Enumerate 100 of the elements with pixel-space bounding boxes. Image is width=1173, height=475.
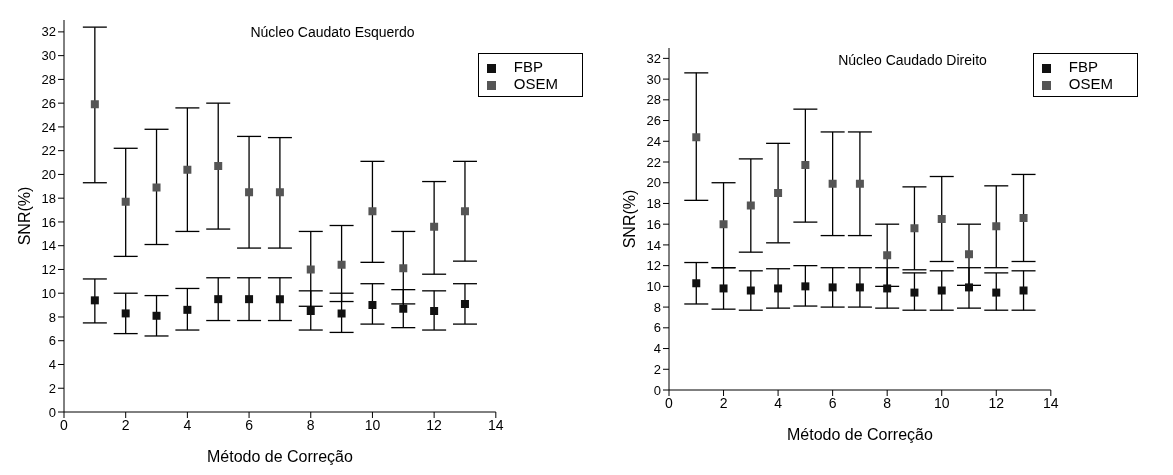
point (430, 222, 439, 231)
x-tick-label: 14 (1043, 394, 1059, 411)
point (245, 188, 254, 197)
x-tick-label: 6 (245, 416, 254, 433)
x-tick-label: 2 (121, 416, 130, 433)
point (883, 284, 892, 293)
point (214, 295, 223, 304)
point (828, 283, 837, 292)
point (692, 133, 701, 142)
point (746, 286, 755, 295)
point (90, 296, 99, 305)
point (90, 100, 99, 109)
x-tick-label: 0 (665, 394, 674, 411)
y-tick-label: 6 (653, 320, 661, 336)
y-tick-label: 30 (41, 48, 56, 64)
point (152, 311, 161, 320)
point (937, 286, 946, 295)
point (692, 279, 701, 288)
point (121, 197, 130, 206)
x-tick-label: 10 (364, 416, 381, 433)
point (746, 201, 755, 210)
point (855, 283, 864, 292)
y-tick-label: 6 (48, 333, 56, 349)
point (992, 288, 1001, 297)
legend-label: OSEM (1068, 75, 1113, 92)
point (430, 307, 439, 316)
y-tick-label: 4 (48, 357, 56, 373)
point (774, 284, 783, 293)
y-axis-title: SNR(%) (15, 186, 33, 246)
x-tick-label: 4 (774, 394, 783, 411)
y-tick-label: 32 (41, 24, 56, 40)
point (368, 207, 377, 216)
y-tick-label: 28 (646, 92, 661, 108)
point (275, 295, 284, 304)
point (719, 220, 728, 229)
point (337, 309, 346, 318)
y-tick-label: 30 (646, 71, 661, 87)
point (965, 250, 973, 259)
y-tick-label: 14 (646, 237, 661, 253)
point (774, 189, 783, 198)
point (183, 305, 192, 314)
x-axis-title: Método de Correção (206, 448, 353, 465)
y-tick-label: 4 (653, 341, 661, 357)
x-axis-title: Método de Correção (786, 426, 933, 443)
point (460, 207, 469, 216)
point (121, 309, 130, 318)
x-tick-label: 8 (306, 416, 315, 433)
x-tick-label: 12 (426, 416, 443, 433)
point (460, 299, 469, 308)
x-tick-label: 4 (183, 416, 192, 433)
y-tick-label: 10 (41, 285, 56, 301)
point (337, 260, 346, 269)
y-tick-label: 14 (41, 238, 56, 254)
y-tick-label: 22 (646, 154, 661, 170)
y-tick-label: 24 (646, 133, 661, 149)
y-tick-label: 16 (41, 214, 56, 230)
x-tick-label: 14 (488, 416, 504, 433)
y-tick-label: 24 (41, 119, 56, 135)
chart-title: Núcleo Caudato Esquerdo (249, 24, 416, 40)
y-tick-label: 8 (48, 309, 56, 325)
point (965, 283, 973, 292)
y-tick-label: 8 (653, 299, 661, 315)
point (306, 307, 315, 316)
chart-title: Núcleo Caudado Direito (838, 52, 987, 68)
x-tick-label: 6 (828, 394, 837, 411)
y-tick-label: 16 (646, 216, 661, 232)
point (992, 222, 1001, 231)
point (306, 265, 315, 274)
point (275, 188, 284, 197)
y-tick-label: 12 (646, 258, 661, 274)
y-axis-title: SNR(%) (620, 189, 638, 249)
x-tick-label: 0 (60, 416, 69, 433)
legend-label: FBP (513, 58, 543, 75)
point (152, 183, 161, 192)
point (245, 295, 254, 304)
point (399, 304, 408, 313)
x-tick-label: 2 (719, 394, 728, 411)
point (855, 179, 864, 188)
point (183, 165, 192, 174)
y-tick-label: 0 (653, 382, 661, 398)
point (937, 215, 946, 223)
y-tick-label: 10 (646, 278, 661, 294)
point (719, 284, 728, 293)
point (399, 264, 408, 273)
legend-label: OSEM (513, 75, 558, 92)
x-tick-label: 12 (988, 394, 1005, 411)
y-tick-label: 20 (646, 175, 661, 191)
x-tick-label: 8 (883, 394, 892, 411)
y-tick-label: 32 (646, 50, 661, 66)
y-tick-label: 26 (646, 113, 661, 129)
y-tick-label: 22 (41, 143, 56, 159)
point (801, 161, 810, 170)
y-tick-label: 26 (41, 95, 56, 111)
y-tick-label: 28 (41, 72, 56, 88)
point (910, 224, 919, 233)
point (368, 301, 377, 310)
legend-label: FBP (1068, 58, 1098, 75)
y-tick-label: 2 (48, 380, 56, 396)
y-tick-label: 20 (41, 167, 56, 183)
point (1019, 286, 1028, 295)
